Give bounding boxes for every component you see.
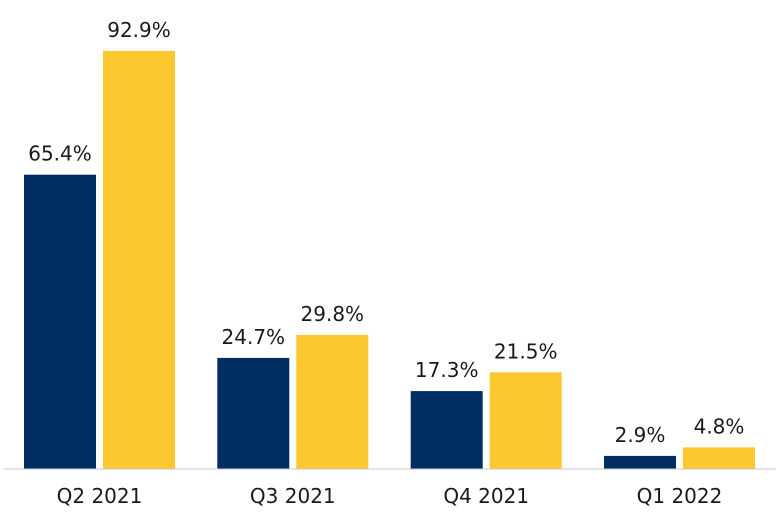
bar-series-1-0 bbox=[24, 174, 96, 469]
category-label-1: Q3 2021 bbox=[250, 484, 336, 508]
bar-series-2-0 bbox=[103, 50, 175, 470]
bars-group bbox=[24, 50, 755, 470]
value-label-series-2-3: 4.8% bbox=[694, 414, 745, 438]
value-label-series-1-2: 17.3% bbox=[415, 358, 479, 382]
value-label-series-1-0: 65.4% bbox=[28, 142, 92, 166]
category-label-2: Q4 2021 bbox=[443, 484, 529, 508]
value-labels-group: 65.4% 92.9% 24.7% 29.8% 17.3% 21.5% 2.9% 4.8% bbox=[28, 18, 744, 447]
bar-series-2-2 bbox=[489, 372, 562, 470]
bar-series-1-2 bbox=[410, 391, 483, 469]
bar-series-1-3 bbox=[604, 455, 676, 469]
category-label-3: Q1 2022 bbox=[637, 484, 723, 508]
category-label-0: Q2 2021 bbox=[57, 484, 143, 508]
value-label-series-2-1: 29.8% bbox=[301, 302, 365, 326]
value-label-series-2-2: 21.5% bbox=[494, 339, 558, 363]
value-label-series-1-3: 2.9% bbox=[615, 423, 666, 447]
category-labels-group: Q2 2021 Q3 2021 Q4 2021 Q1 2022 bbox=[57, 484, 723, 508]
value-label-series-1-1: 24.7% bbox=[222, 325, 286, 349]
bar-series-1-1 bbox=[217, 357, 290, 469]
bar-series-2-3 bbox=[683, 447, 755, 469]
bar-series-2-1 bbox=[296, 334, 369, 469]
value-label-series-2-0: 92.9% bbox=[107, 18, 171, 42]
